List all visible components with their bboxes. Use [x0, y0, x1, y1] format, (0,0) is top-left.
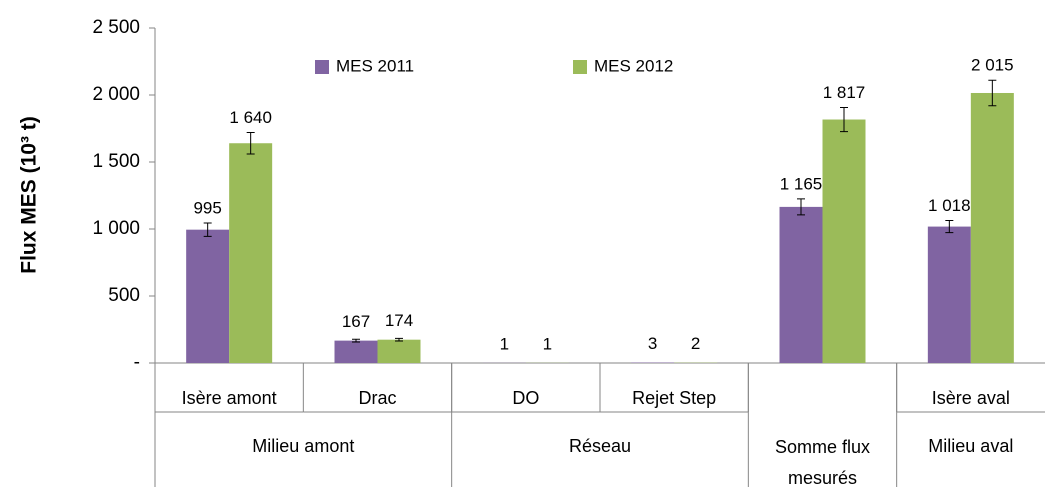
bar [378, 340, 421, 363]
y-tick-label: 1 000 [92, 218, 140, 239]
x-tick-label: Isère aval [932, 388, 1010, 408]
data-label: 1 [500, 334, 509, 353]
data-label: 2 [691, 334, 700, 353]
bar [971, 93, 1014, 363]
data-label: 174 [385, 311, 413, 330]
data-label: 1 018 [928, 196, 971, 215]
legend-swatch [315, 60, 329, 74]
group-label: Milieu aval [928, 436, 1013, 456]
legend-label: MES 2011 [336, 56, 414, 75]
data-label: 1 [543, 334, 552, 353]
group-label: Réseau [569, 436, 631, 456]
data-label: 167 [342, 312, 370, 331]
bar [780, 207, 823, 363]
data-label: 3 [648, 334, 657, 353]
y-axis-label: Flux MES (10³ t) [18, 116, 41, 274]
x-tick-label: Rejet Step [632, 388, 716, 408]
legend-swatch [573, 60, 587, 74]
x-tick-label: Drac [358, 388, 396, 408]
data-label: 2 015 [971, 56, 1014, 75]
legend-label: MES 2012 [594, 56, 673, 75]
x-tick-label: DO [512, 388, 539, 408]
x-tick-label: Isère amont [182, 388, 277, 408]
y-tick-label: 1 500 [92, 151, 140, 172]
y-tick-label: - [134, 352, 140, 373]
y-tick-label: 2 500 [92, 17, 140, 38]
y-tick-label: 2 000 [92, 84, 140, 105]
y-tick-label: 500 [108, 285, 140, 306]
group-label: Somme flux mesurés [748, 432, 896, 494]
bar [186, 230, 229, 363]
data-label: 1 165 [780, 174, 823, 193]
data-label: 1 817 [823, 83, 866, 102]
data-label: 995 [193, 198, 221, 217]
bar [823, 120, 866, 363]
bar [335, 341, 378, 363]
data-label: 1 640 [229, 108, 272, 127]
group-label: Milieu amont [252, 436, 354, 456]
bar [928, 227, 971, 363]
bar [229, 143, 272, 363]
